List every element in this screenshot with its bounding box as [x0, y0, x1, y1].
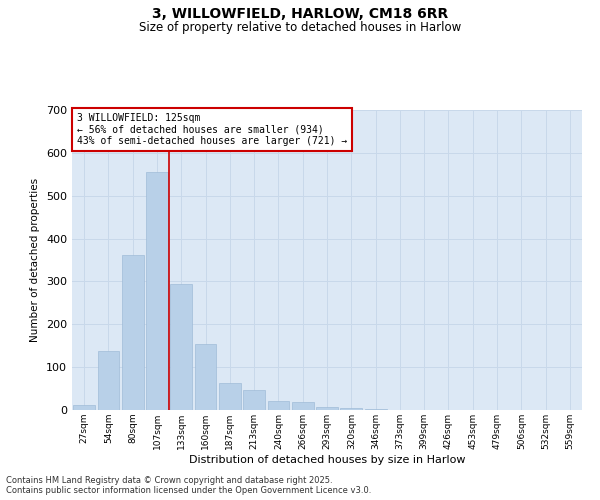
- Text: Size of property relative to detached houses in Harlow: Size of property relative to detached ho…: [139, 21, 461, 34]
- Bar: [316, 406, 338, 410]
- Bar: [73, 405, 95, 410]
- Bar: [268, 400, 289, 410]
- Bar: [219, 384, 241, 410]
- Text: 3 WILLOWFIELD: 125sqm
← 56% of detached houses are smaller (934)
43% of semi-det: 3 WILLOWFIELD: 125sqm ← 56% of detached …: [77, 113, 347, 146]
- Bar: [170, 284, 192, 410]
- Bar: [146, 172, 168, 410]
- Bar: [97, 351, 119, 410]
- Bar: [365, 409, 386, 410]
- Bar: [194, 344, 217, 410]
- Bar: [340, 408, 362, 410]
- Y-axis label: Number of detached properties: Number of detached properties: [31, 178, 40, 342]
- Text: Contains HM Land Registry data © Crown copyright and database right 2025.
Contai: Contains HM Land Registry data © Crown c…: [6, 476, 371, 495]
- Text: 3, WILLOWFIELD, HARLOW, CM18 6RR: 3, WILLOWFIELD, HARLOW, CM18 6RR: [152, 8, 448, 22]
- Bar: [292, 402, 314, 410]
- Bar: [122, 255, 143, 410]
- Bar: [243, 390, 265, 410]
- X-axis label: Distribution of detached houses by size in Harlow: Distribution of detached houses by size …: [189, 454, 465, 464]
